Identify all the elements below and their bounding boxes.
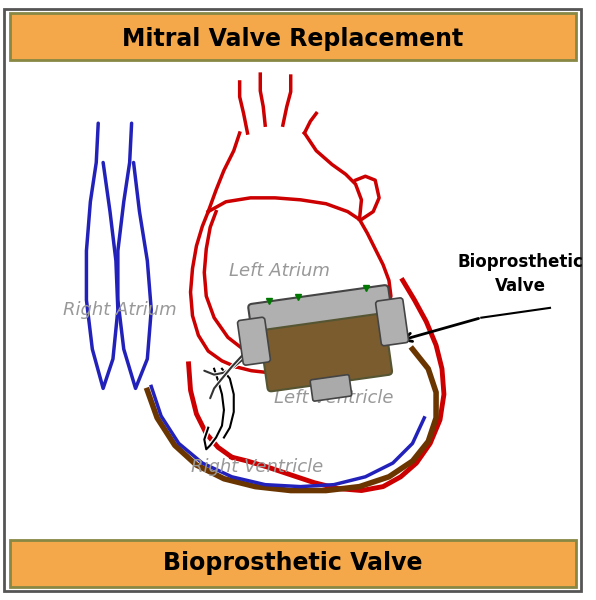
FancyBboxPatch shape — [238, 317, 271, 365]
Text: Bioprosthetic
Valve: Bioprosthetic Valve — [458, 253, 583, 295]
FancyBboxPatch shape — [311, 375, 352, 401]
Text: Bioprosthetic Valve: Bioprosthetic Valve — [163, 551, 423, 575]
Text: Left Atrium: Left Atrium — [229, 262, 330, 280]
FancyBboxPatch shape — [260, 314, 392, 391]
FancyBboxPatch shape — [375, 298, 408, 346]
Text: Left Ventricle: Left Ventricle — [274, 389, 394, 407]
Bar — [10, 13, 576, 61]
Text: Right Ventricle: Right Ventricle — [191, 458, 324, 476]
FancyBboxPatch shape — [249, 285, 392, 339]
Text: Right Atrium: Right Atrium — [63, 301, 176, 319]
Text: Mitral Valve Replacement: Mitral Valve Replacement — [122, 27, 463, 51]
Bar — [10, 539, 576, 587]
